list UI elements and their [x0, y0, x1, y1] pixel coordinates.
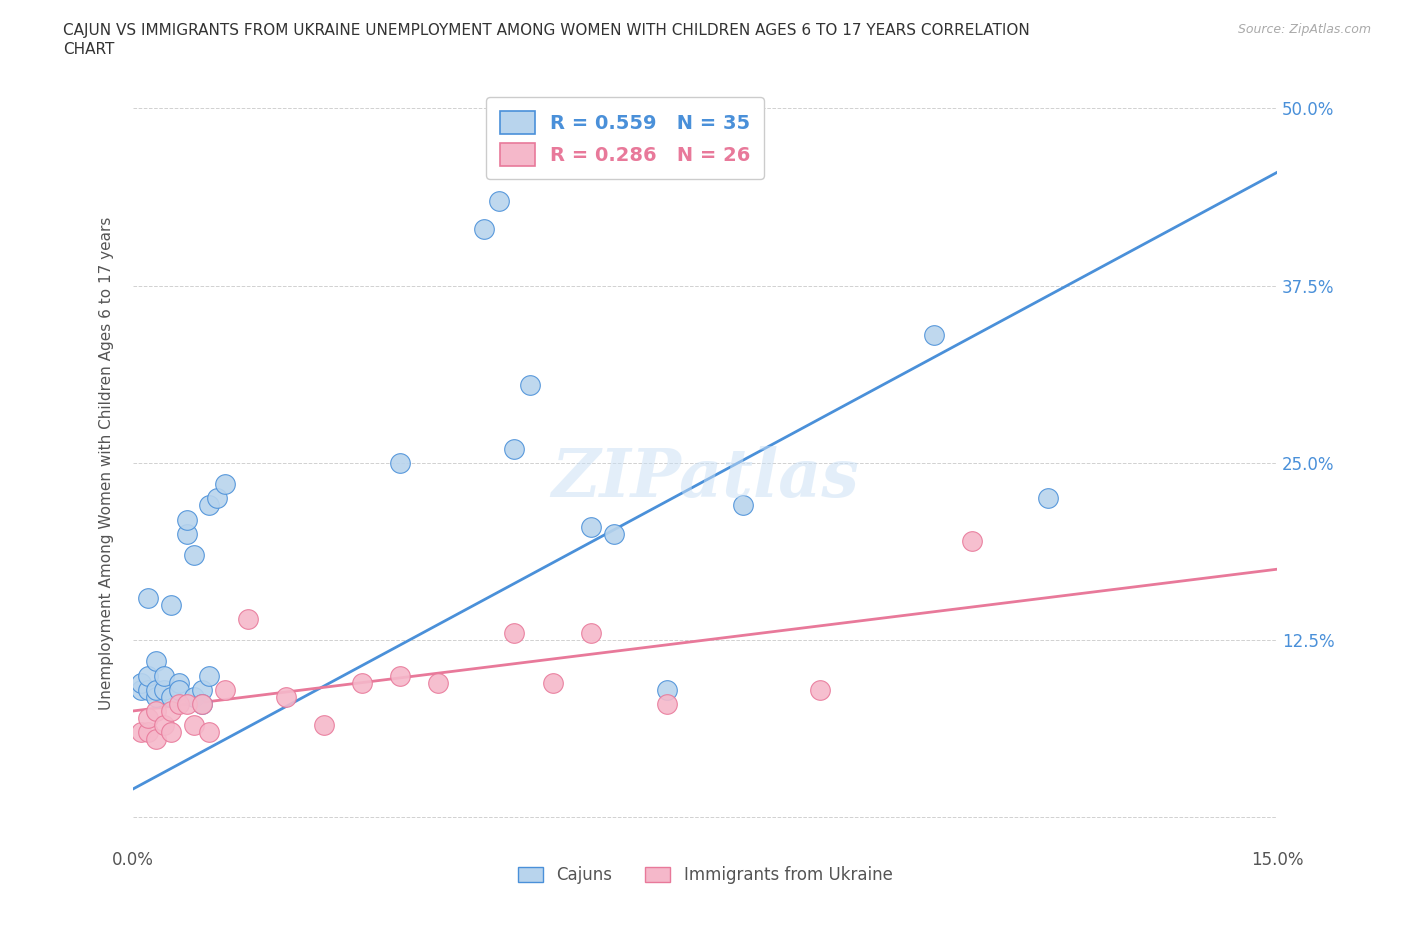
- Point: [176, 697, 198, 711]
- Text: Source: ZipAtlas.com: Source: ZipAtlas.com: [1237, 23, 1371, 36]
- Point: [519, 378, 541, 392]
- Point: [655, 697, 678, 711]
- Point: [350, 675, 373, 690]
- Legend: R = 0.559   N = 35, R = 0.286   N = 26: R = 0.559 N = 35, R = 0.286 N = 26: [486, 98, 765, 179]
- Point: [205, 491, 228, 506]
- Point: [312, 718, 335, 733]
- Point: [389, 456, 412, 471]
- Point: [655, 683, 678, 698]
- Point: [145, 703, 167, 718]
- Point: [198, 498, 221, 512]
- Point: [960, 534, 983, 549]
- Point: [167, 675, 190, 690]
- Point: [138, 724, 160, 739]
- Point: [579, 519, 602, 534]
- Point: [138, 683, 160, 698]
- Point: [214, 477, 236, 492]
- Point: [503, 441, 526, 456]
- Point: [176, 512, 198, 527]
- Point: [160, 703, 183, 718]
- Point: [145, 732, 167, 747]
- Point: [808, 683, 831, 698]
- Point: [503, 626, 526, 641]
- Point: [1038, 491, 1060, 506]
- Point: [922, 328, 945, 343]
- Point: [190, 683, 212, 698]
- Point: [145, 689, 167, 704]
- Point: [160, 724, 183, 739]
- Point: [138, 668, 160, 683]
- Point: [190, 697, 212, 711]
- Text: CHART: CHART: [63, 42, 115, 57]
- Point: [129, 683, 152, 698]
- Point: [541, 675, 564, 690]
- Point: [176, 526, 198, 541]
- Point: [602, 526, 624, 541]
- Point: [183, 689, 205, 704]
- Point: [138, 711, 160, 725]
- Point: [167, 697, 190, 711]
- Text: CAJUN VS IMMIGRANTS FROM UKRAINE UNEMPLOYMENT AMONG WOMEN WITH CHILDREN AGES 6 T: CAJUN VS IMMIGRANTS FROM UKRAINE UNEMPLO…: [63, 23, 1031, 38]
- Point: [138, 591, 160, 605]
- Point: [198, 724, 221, 739]
- Point: [389, 668, 412, 683]
- Point: [152, 718, 174, 733]
- Point: [198, 668, 221, 683]
- Y-axis label: Unemployment Among Women with Children Ages 6 to 17 years: Unemployment Among Women with Children A…: [100, 216, 114, 710]
- Point: [190, 697, 212, 711]
- Point: [152, 683, 174, 698]
- Point: [183, 548, 205, 563]
- Point: [236, 611, 259, 626]
- Point: [472, 221, 495, 236]
- Point: [183, 718, 205, 733]
- Point: [733, 498, 755, 512]
- Point: [160, 597, 183, 612]
- Point: [488, 193, 510, 208]
- Text: ZIPatlas: ZIPatlas: [551, 445, 859, 511]
- Point: [274, 689, 297, 704]
- Point: [152, 668, 174, 683]
- Point: [160, 689, 183, 704]
- Point: [145, 654, 167, 669]
- Point: [129, 675, 152, 690]
- Point: [167, 683, 190, 698]
- Point: [129, 724, 152, 739]
- Point: [427, 675, 450, 690]
- Point: [214, 683, 236, 698]
- Point: [145, 683, 167, 698]
- Point: [579, 626, 602, 641]
